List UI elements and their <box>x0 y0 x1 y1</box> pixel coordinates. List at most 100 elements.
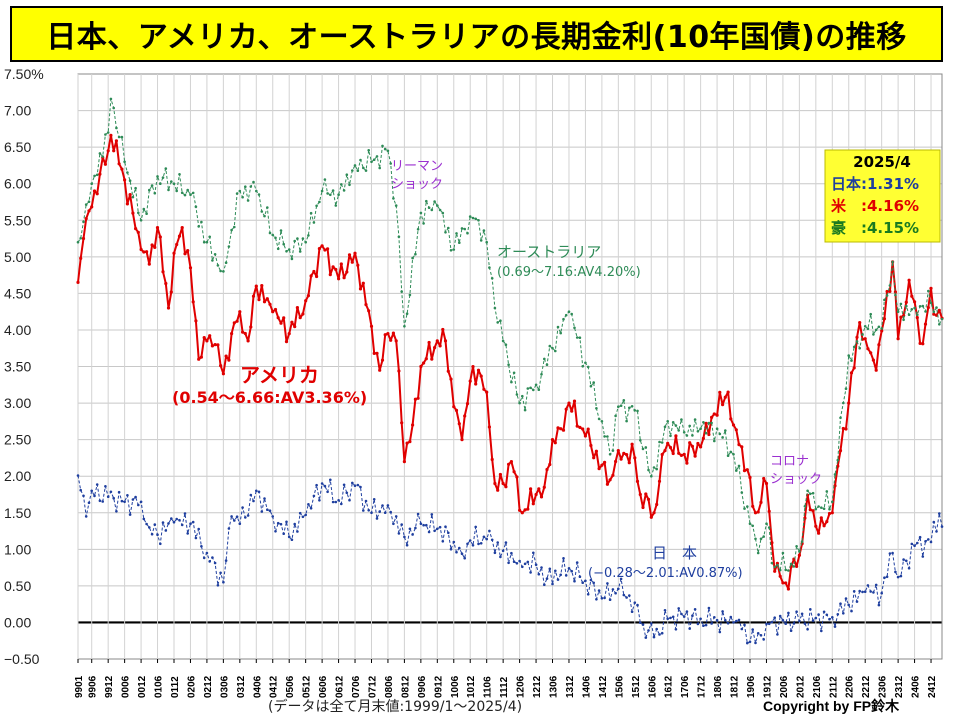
series-point-2 <box>189 522 192 525</box>
series-point-0 <box>570 409 574 413</box>
series-point-0 <box>657 479 662 483</box>
series-point-1 <box>532 388 535 392</box>
x-tick-label: 0312 <box>236 675 247 698</box>
series-point-2 <box>244 516 247 519</box>
series-point-0 <box>627 461 631 465</box>
series-point-1 <box>419 211 423 215</box>
series-point-0 <box>885 289 889 294</box>
x-tick-label: 1812 <box>730 675 741 698</box>
series-point-2 <box>586 593 590 596</box>
series-point-1 <box>364 169 368 172</box>
series-point-2 <box>249 493 253 497</box>
series-point-0 <box>389 338 393 342</box>
x-tick-label: 2006 <box>779 675 790 698</box>
series-point-0 <box>679 453 684 457</box>
series-point-2 <box>499 555 502 559</box>
series-point-2 <box>224 559 228 562</box>
series-point-1 <box>548 344 552 348</box>
series-point-2 <box>460 552 464 555</box>
series-point-1 <box>814 507 818 511</box>
series-point-2 <box>874 583 878 587</box>
series-point-2 <box>159 542 162 546</box>
series-point-1 <box>685 434 689 437</box>
series-point-0 <box>449 377 453 381</box>
series-point-0 <box>383 333 387 337</box>
y-tick-label: 3.50 <box>4 359 31 375</box>
series-point-2 <box>650 622 653 625</box>
series-point-1 <box>800 540 804 543</box>
series-point-2 <box>323 484 327 488</box>
series-point-1 <box>521 394 524 398</box>
series-point-0 <box>781 581 785 585</box>
lehman-annotation: リーマン ショック <box>391 159 443 192</box>
series-point-0 <box>622 451 626 455</box>
series-point-2 <box>315 483 318 487</box>
series-point-0 <box>509 460 513 464</box>
x-tick-label: 1506 <box>614 675 625 698</box>
series-point-1 <box>153 191 157 195</box>
series-point-2 <box>913 544 916 547</box>
series-point-2 <box>567 567 571 570</box>
series-point-0 <box>710 415 714 419</box>
series-point-2 <box>458 546 461 550</box>
series-point-2 <box>721 610 724 613</box>
series-point-0 <box>79 256 83 260</box>
x-tick-label: 9912 <box>104 675 115 698</box>
series-point-1 <box>510 380 513 384</box>
series-point-2 <box>814 616 818 620</box>
series-point-2 <box>910 542 914 546</box>
series-point-2 <box>877 603 881 607</box>
series-point-0 <box>518 508 522 512</box>
series-point-0 <box>433 346 437 350</box>
series-point-1 <box>381 144 384 148</box>
series-point-1 <box>474 217 478 221</box>
series-point-0 <box>616 449 620 453</box>
series-point-1 <box>575 336 579 339</box>
series-point-2 <box>153 523 157 526</box>
series-point-0 <box>740 445 744 449</box>
legend-background <box>824 149 941 243</box>
series-point-2 <box>296 530 299 533</box>
series-point-2 <box>699 617 702 621</box>
series-point-1 <box>326 192 329 195</box>
series-point-2 <box>477 542 480 546</box>
series-point-1 <box>115 126 118 130</box>
series-point-0 <box>553 441 557 445</box>
series-point-1 <box>95 173 99 177</box>
series-point-2 <box>115 510 118 513</box>
series-point-1 <box>578 336 582 340</box>
series-point-2 <box>230 515 233 518</box>
series-point-0 <box>186 249 190 253</box>
series-point-2 <box>433 529 436 533</box>
series-point-1 <box>342 189 346 192</box>
series-point-2 <box>372 498 376 501</box>
series-point-1 <box>707 421 711 425</box>
series-point-2 <box>436 527 439 531</box>
series-point-1 <box>781 551 785 555</box>
series-point-2 <box>534 563 538 566</box>
series-point-1 <box>205 240 209 244</box>
series-point-0 <box>413 397 417 401</box>
series-point-1 <box>386 149 390 153</box>
series-point-0 <box>734 428 738 432</box>
series-point-0 <box>827 511 832 516</box>
series-point-0 <box>216 343 220 347</box>
series-point-2 <box>938 512 941 515</box>
series-point-2 <box>581 581 584 584</box>
series-point-1 <box>537 388 541 392</box>
series-point-2 <box>104 485 107 488</box>
x-tick-label: 1412 <box>598 675 609 698</box>
series-point-2 <box>921 555 925 558</box>
series-point-2 <box>301 515 305 519</box>
series-point-0 <box>869 351 873 355</box>
series-point-0 <box>847 401 851 405</box>
series-point-2 <box>139 500 143 504</box>
series-point-0 <box>490 457 494 462</box>
series-point-1 <box>836 458 840 462</box>
series-point-1 <box>436 204 439 207</box>
series-point-1 <box>754 537 757 541</box>
series-point-1 <box>586 365 590 369</box>
series-point-1 <box>471 216 475 220</box>
series-point-1 <box>403 325 406 328</box>
x-tick-label: 1912 <box>762 675 773 698</box>
